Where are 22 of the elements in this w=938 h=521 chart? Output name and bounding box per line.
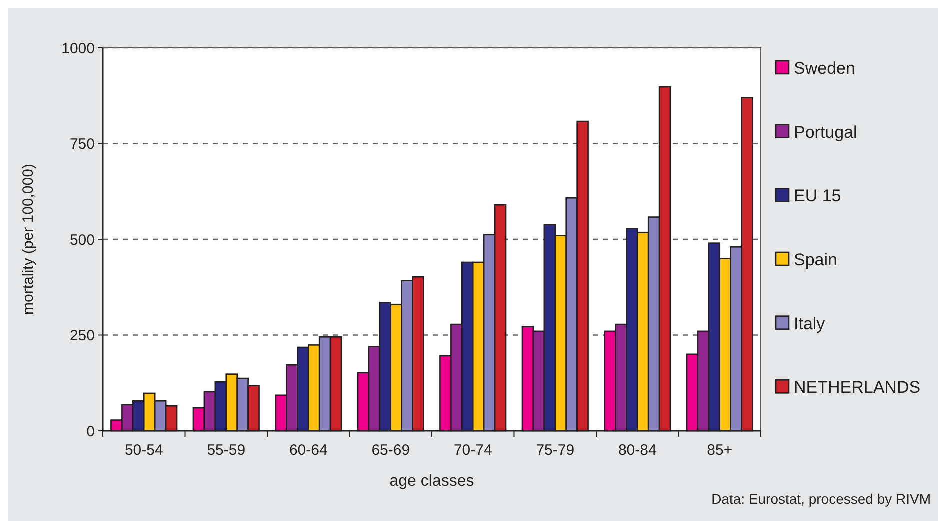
x-tick-label: 60-64 (289, 442, 328, 459)
legend-label: Portugal (794, 122, 858, 142)
x-tick-label: 85+ (707, 442, 733, 459)
legend-label: EU 15 (794, 186, 842, 206)
y-tick-label: 500 (70, 232, 95, 249)
legend-label: Sweden (794, 58, 856, 78)
x-tick-label: 65-69 (372, 442, 410, 459)
legend-label: NETHERLANDS (794, 378, 921, 398)
x-tick-label: 50-54 (124, 442, 164, 459)
text: Data: Eurostat, processed by RIVM (712, 491, 931, 507)
x-tick-label: 55-59 (207, 442, 246, 459)
y-tick-label: 1000 (62, 40, 95, 58)
legend-label: Spain (794, 250, 838, 270)
y-axis-title: mortality (per 100,000) (20, 164, 37, 315)
x-tick-label: 70-74 (454, 442, 492, 459)
x-tick-label: 75-79 (536, 442, 575, 459)
legend-label: Italy (794, 314, 826, 334)
y-tick-label: 0 (86, 423, 95, 440)
y-tick-label: 750 (70, 136, 95, 153)
x-tick-label: 80-84 (618, 442, 657, 459)
y-tick-label: 250 (70, 328, 95, 344)
x-axis-title: age classes (390, 473, 474, 490)
